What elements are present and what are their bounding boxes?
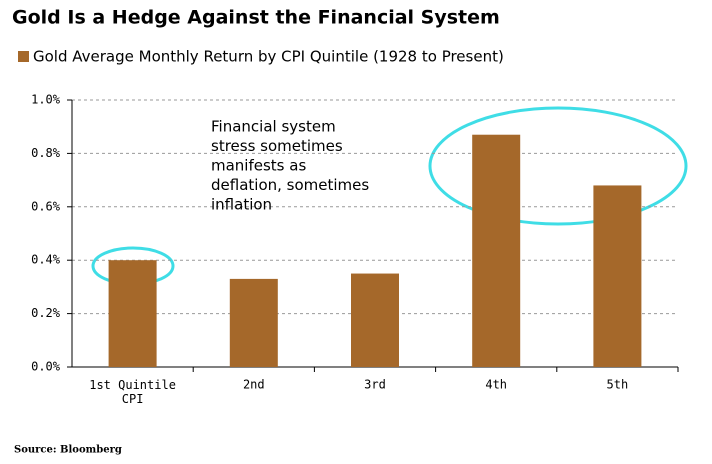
annotation: manifests as xyxy=(211,157,306,175)
annotation: deflation, sometimes xyxy=(211,176,369,194)
bar xyxy=(351,273,399,367)
annotation: stress sometimes xyxy=(211,137,343,155)
y-tick-label: 0.4% xyxy=(31,253,61,267)
bar xyxy=(472,134,521,367)
chart-title: Gold Is a Hedge Against the Financial Sy… xyxy=(12,7,500,29)
y-tick-label: 0.2% xyxy=(31,306,61,320)
y-tick-label: 1.0% xyxy=(31,93,61,107)
x-tick-label: 2nd xyxy=(243,378,265,392)
bar xyxy=(108,260,157,367)
annotation: Financial system xyxy=(211,118,336,136)
y-tick-label: 0.0% xyxy=(31,360,61,374)
annotation: inflation xyxy=(211,196,272,214)
x-tick-label: 3rd xyxy=(364,378,386,392)
bar xyxy=(593,185,642,367)
x-tick-label: 5th xyxy=(607,378,629,392)
y-tick-label: 0.6% xyxy=(31,199,61,213)
y-tick-label: 0.8% xyxy=(31,146,61,160)
legend-label: Gold Average Monthly Return by CPI Quint… xyxy=(33,48,504,66)
x-tick-label: 1st Quintile CPI xyxy=(89,378,176,406)
source: Source: Bloomberg xyxy=(14,445,122,456)
x-tick-label: 4th xyxy=(485,378,507,392)
highlight-ellipse xyxy=(428,106,688,226)
legend-swatch xyxy=(18,51,29,62)
bar xyxy=(229,278,278,367)
